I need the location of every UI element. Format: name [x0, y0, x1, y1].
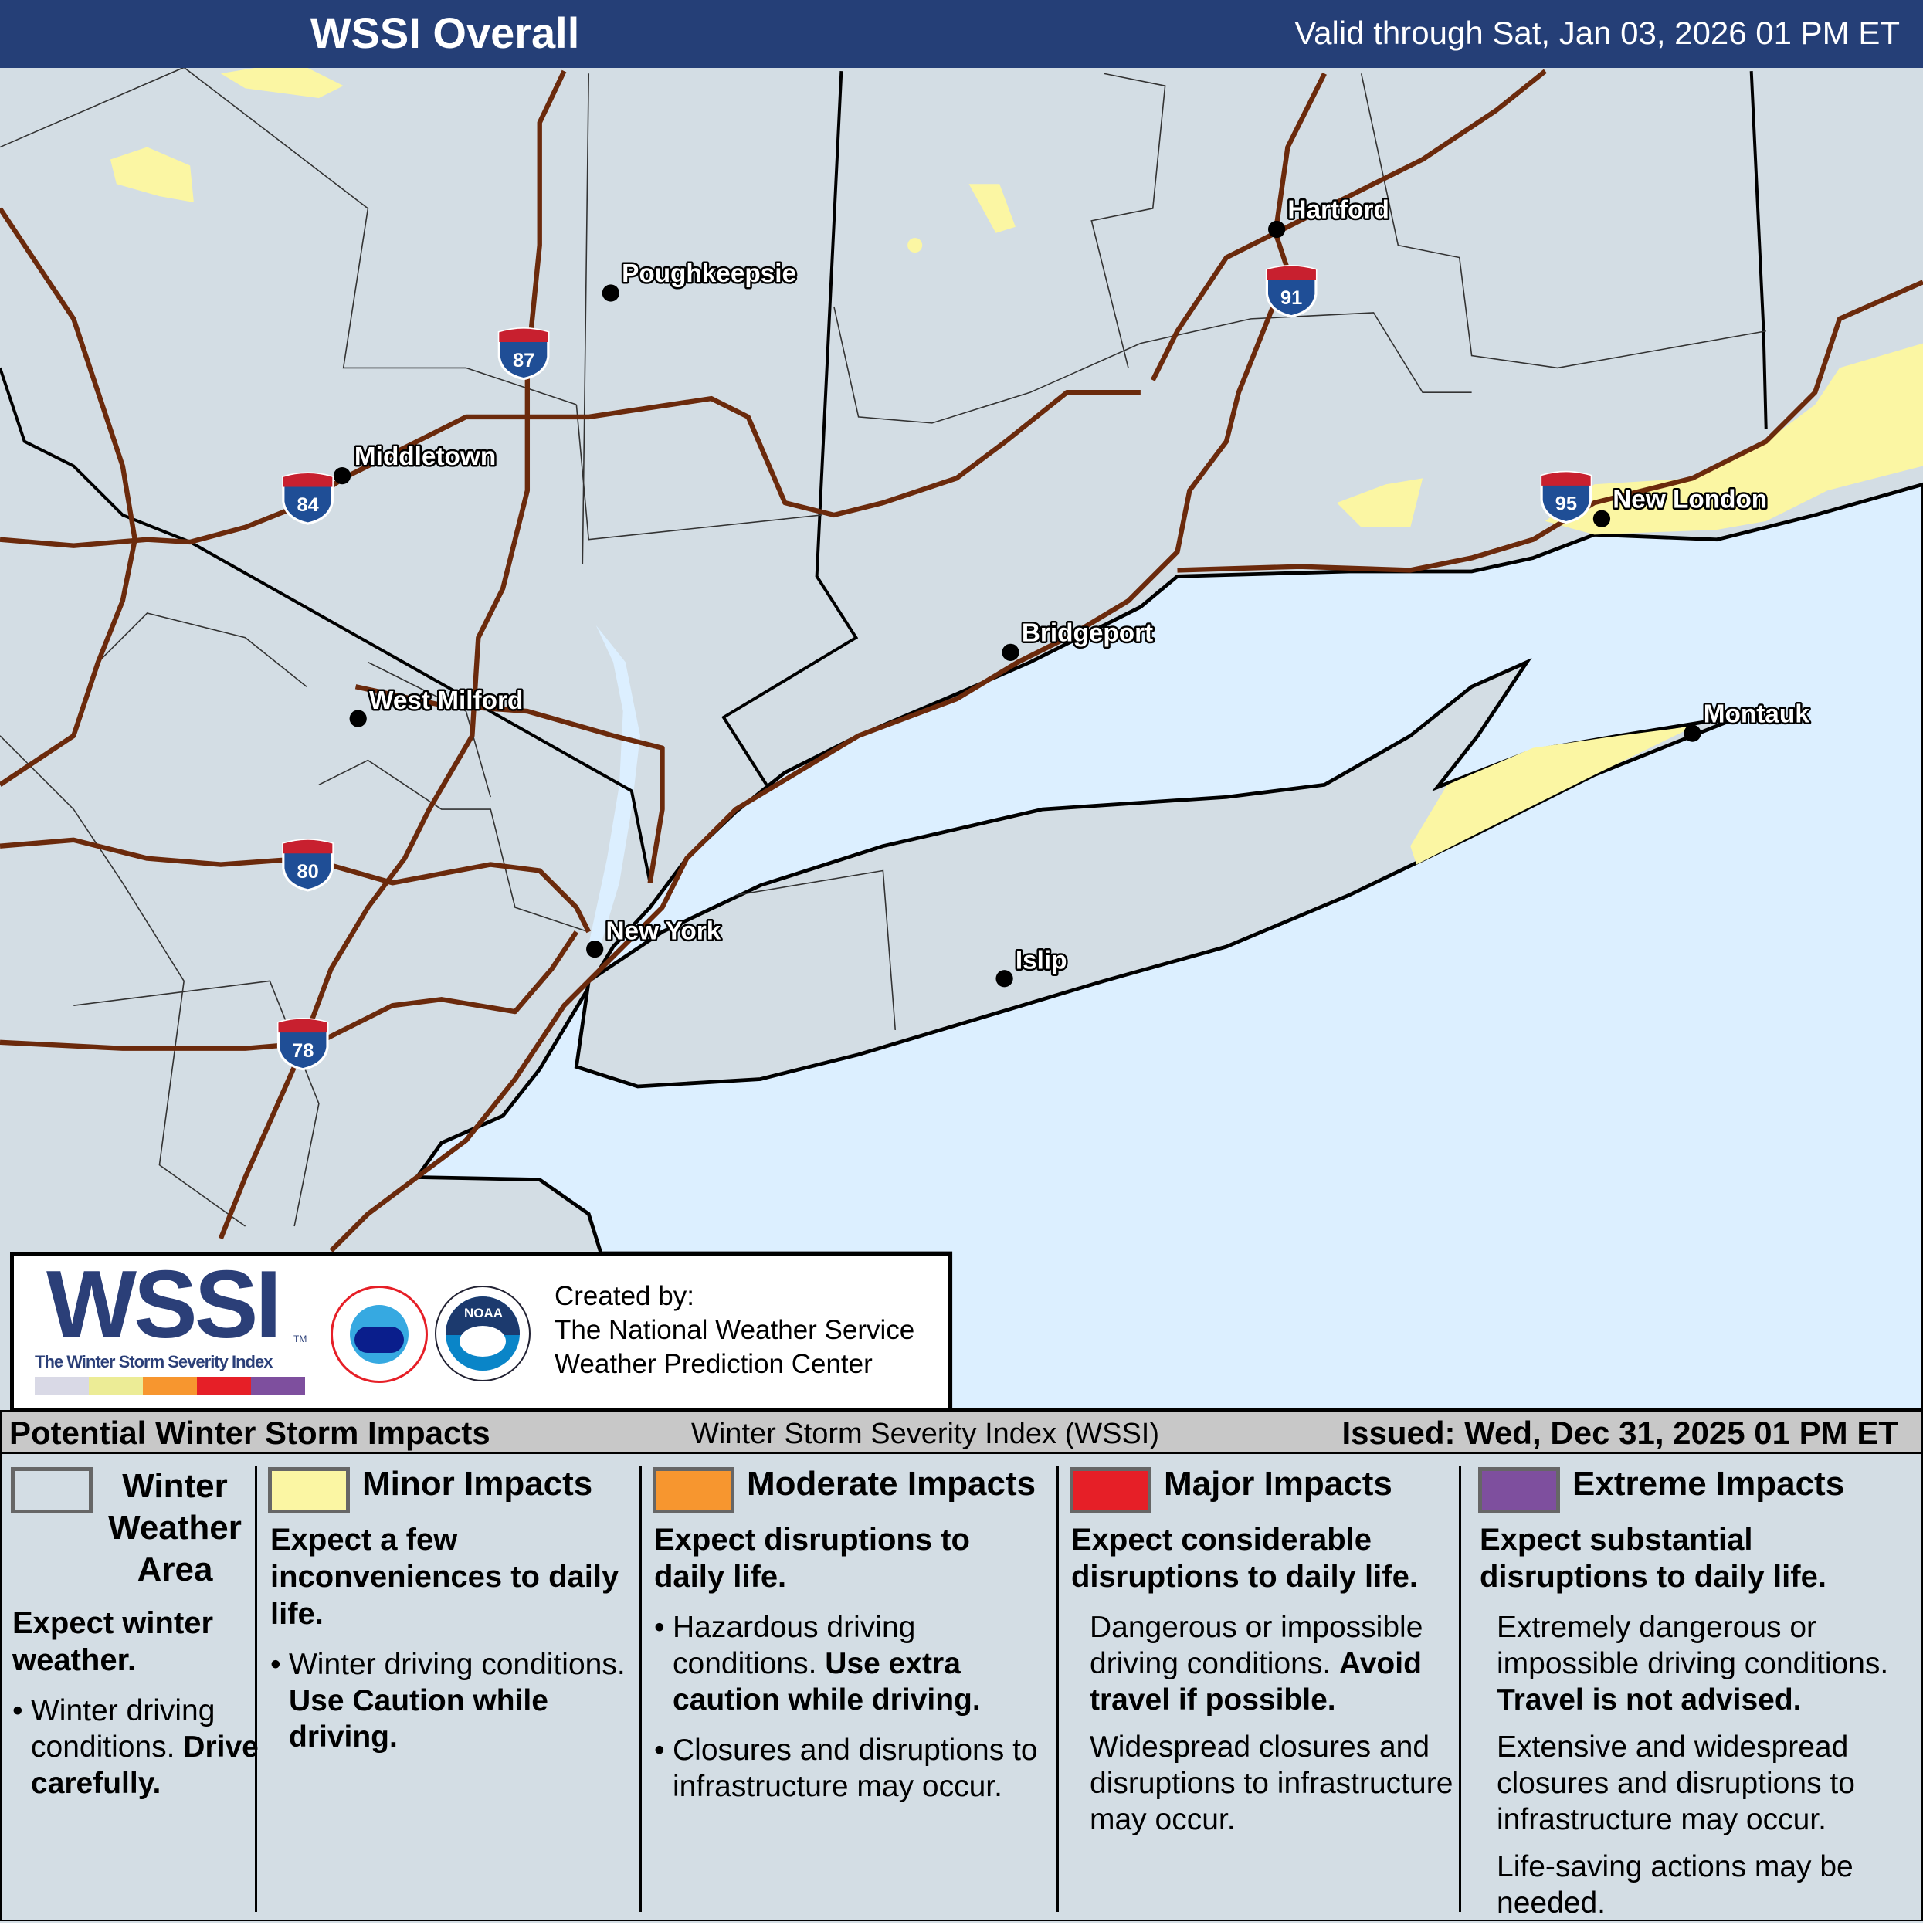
- legend-item-text: Winter driving conditions.: [289, 1648, 626, 1681]
- org-nws: The National Weather Service: [555, 1315, 915, 1345]
- nws-seal-icon: [331, 1286, 428, 1383]
- svg-text:84: 84: [297, 494, 318, 516]
- issued-time: Issued: Wed, Dec 31, 2025 01 PM ET: [1341, 1415, 1898, 1451]
- minor-impact-north-fork: [1410, 726, 1695, 865]
- created-by: Created by: The National Weather Service…: [555, 1280, 914, 1381]
- map-title: WSSI Overall: [310, 8, 580, 57]
- svg-text:95: 95: [1555, 493, 1577, 515]
- svg-text:78: 78: [292, 1040, 314, 1062]
- legend-item-text: Life-saving actions may be needed.: [1497, 1850, 1853, 1920]
- minor-swatch: [268, 1467, 350, 1513]
- county-borders: [0, 66, 1766, 1227]
- city-label: West Milford: [369, 686, 523, 715]
- impact-legend: Winter Weather Area Expect winter weathe…: [0, 1453, 1923, 1921]
- noaa-seal-icon: NOAA: [435, 1286, 531, 1381]
- city-label: Hartford: [1287, 196, 1389, 225]
- winter-weather-swatch: [11, 1467, 93, 1513]
- legend-item-text: Widespread closures and disruptions to i…: [1090, 1730, 1453, 1836]
- divider: [255, 1466, 257, 1912]
- minor-impact-southeast-ct: [1545, 343, 1923, 535]
- legend-item-advice: Avoid travel if possible.: [1090, 1647, 1422, 1717]
- city-markers: Poughkeepsie Hartford Middletown New Lon…: [333, 194, 1812, 988]
- city-label: New London: [1613, 485, 1767, 514]
- legend-item-title: Moderate Impacts: [747, 1465, 1036, 1503]
- legend-item-text: Dangerous or impossible driving conditio…: [1090, 1611, 1423, 1680]
- legend-item-advice: Use extra caution while driving.: [673, 1647, 981, 1717]
- divider: [1459, 1466, 1461, 1912]
- city-label: Middletown: [354, 442, 496, 471]
- noaa-text: NOAA: [464, 1306, 504, 1320]
- svg-text:91: 91: [1280, 287, 1302, 309]
- legend-title: Potential Winter Storm Impacts: [9, 1415, 490, 1451]
- legend-item-subtitle: Expect a few inconveniences to daily lif…: [270, 1523, 619, 1631]
- wssi-color-bar: [35, 1377, 305, 1395]
- moderate-swatch: [653, 1467, 734, 1513]
- map-header: WSSI Overall Valid through Sat, Jan 03, …: [0, 0, 1923, 68]
- major-swatch: [1070, 1467, 1151, 1513]
- org-wpc: Weather Prediction Center: [555, 1349, 873, 1379]
- credits-box: WSSI TM The Winter Storm Severity Index …: [10, 1252, 952, 1412]
- trademark: TM: [293, 1334, 307, 1344]
- minor-impact-ct-coast: [1336, 478, 1423, 527]
- interstate-shield-icon: 87: [497, 327, 550, 381]
- extreme-swatch: [1478, 1467, 1560, 1513]
- legend-minor-impacts: Minor Impacts Expect a few inconvenience…: [268, 1453, 639, 1920]
- interstate-shield-icon: 80: [282, 839, 334, 892]
- legend-item-text: Extremely dangerous or impossible drivin…: [1497, 1611, 1889, 1680]
- legend-item-title: Winter Weather Area: [108, 1467, 242, 1588]
- legend-item-title: Minor Impacts: [362, 1465, 593, 1503]
- legend-index-name: Winter Storm Severity Index (WSSI): [691, 1418, 1160, 1450]
- legend-item-subtitle: Expect disruptions to daily life.: [654, 1523, 970, 1594]
- legend-item-title: Major Impacts: [1164, 1465, 1392, 1503]
- legend-item-text: Closures and disruptions to infrastructu…: [654, 1732, 1048, 1805]
- city-label: Montauk: [1704, 700, 1809, 728]
- legend-item-text: Extensive and widespread closures and di…: [1497, 1730, 1855, 1836]
- interstate-shield-icon: 91: [1265, 265, 1318, 318]
- legend-item-title: Extreme Impacts: [1572, 1465, 1845, 1503]
- interstate-shield-icon: 84: [282, 472, 334, 525]
- legend-item-advice: Drive carefully.: [31, 1730, 259, 1800]
- legend-major-impacts: Major Impacts Expect considerable disrup…: [1070, 1453, 1456, 1920]
- interstate-highways: [0, 69, 1923, 1253]
- legend-item-text: Hazardous driving conditions.: [673, 1611, 916, 1680]
- valid-time: Valid through Sat, Jan 03, 2026 01 PM ET: [1294, 15, 1900, 51]
- legend-moderate-impacts: Moderate Impacts Expect disruptions to d…: [653, 1453, 1054, 1920]
- svg-text:87: 87: [513, 350, 534, 371]
- legend-item-advice: Travel is not advised.: [1497, 1683, 1802, 1717]
- legend-header: Potential Winter Storm Impacts Winter St…: [0, 1410, 1923, 1454]
- legend-item-subtitle: Expect winter weather.: [12, 1606, 214, 1677]
- legend-item-advice: Use Caution while driving.: [289, 1684, 548, 1754]
- city-label: Poughkeepsie: [622, 259, 796, 288]
- divider: [1056, 1466, 1059, 1912]
- interstate-shields: 87 91 84 95 80 78: [276, 265, 1592, 1071]
- created-by-label: Created by:: [555, 1281, 694, 1311]
- svg-text:80: 80: [297, 861, 318, 883]
- legend-item-text: Winter driving conditions.: [31, 1694, 215, 1764]
- city-label: New York: [605, 917, 721, 945]
- legend-extreme-impacts: Extreme Impacts Expect substantial disru…: [1478, 1453, 1921, 1920]
- legend-winter-weather-area: Winter Weather Area Expect winter weathe…: [11, 1453, 259, 1920]
- legend-item-subtitle: Expect substantial disruptions to daily …: [1480, 1523, 1826, 1594]
- city-label: Islip: [1016, 947, 1067, 975]
- interstate-shield-icon: 78: [276, 1018, 329, 1071]
- hudson-river: [588, 625, 640, 944]
- city-label: Bridgeport: [1022, 619, 1153, 648]
- wssi-tagline: The Winter Storm Severity Index: [35, 1352, 273, 1371]
- legend-item-subtitle: Expect considerable disruptions to daily…: [1071, 1523, 1418, 1594]
- divider: [639, 1466, 642, 1912]
- wssi-logo: WSSI: [46, 1252, 282, 1358]
- interstate-shield-icon: 95: [1540, 470, 1592, 524]
